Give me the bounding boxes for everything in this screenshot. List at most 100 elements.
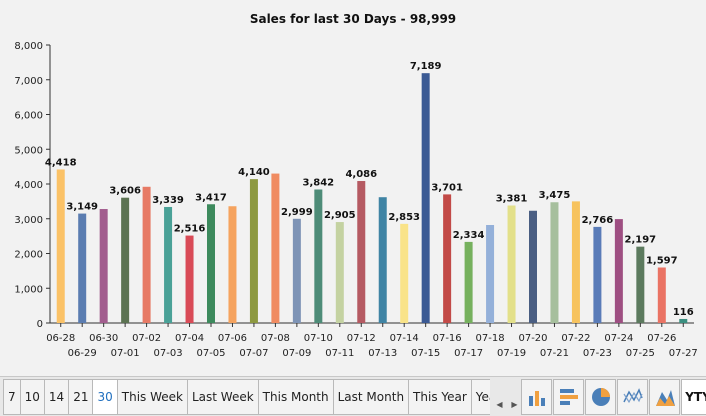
tab-21[interactable]: 21 [68,379,93,415]
bar-07-04 [185,235,194,323]
x-tick-label-07-25: 07-25 [626,348,655,359]
x-tick-label-07-20: 07-20 [518,333,547,344]
tab-last-week[interactable]: Last Week [186,379,258,415]
tab-yearly[interactable]: Yearly [470,379,490,415]
x-tick-label-06-28: 06-28 [46,333,75,344]
bar-07-13 [378,197,387,323]
x-tick-label-07-18: 07-18 [476,333,505,344]
y-tick-label: 0 [37,319,43,330]
pie-chart-icon [591,388,610,406]
ytd-button[interactable]: YTY [681,379,706,415]
tab-this-year[interactable]: This Year [408,379,471,415]
data-label-07-01: 3,606 [109,186,141,197]
bar-07-03 [164,206,173,323]
bar-07-10 [314,189,323,323]
data-label-07-17: 2,334 [453,230,485,241]
pie-chart-button[interactable] [585,379,616,415]
scroll-left-icon[interactable]: ◀ [496,400,503,409]
data-label-07-27: 116 [673,307,694,318]
x-tick-label-07-07: 07-07 [239,348,268,359]
data-label-07-11: 2,905 [324,210,356,221]
tab-10[interactable]: 10 [19,379,44,415]
y-tick-label: 6,000 [14,111,43,122]
tab-7[interactable]: 7 [3,379,20,415]
tab-scroll: ◀ ▶ [492,379,522,415]
y-tick-label: 3,000 [14,215,43,226]
bar-07-05 [207,204,215,323]
x-tick-label-07-14: 07-14 [390,333,419,344]
x-tick-label-07-26: 07-26 [647,333,676,344]
x-tick-label-07-06: 07-06 [218,333,247,344]
data-label-07-21: 3,475 [539,190,571,201]
x-tick-label-07-01: 07-01 [111,348,140,359]
bar-07-21 [550,202,559,323]
line-chart-button[interactable] [617,379,648,415]
bar-07-09 [292,218,301,323]
bar-07-07 [249,179,258,323]
x-tick-label-07-24: 07-24 [604,333,633,344]
x-tick-label-07-11: 07-11 [325,348,354,359]
bar-07-18 [486,225,495,323]
chart-title: Sales for last 30 Days - 98,999 [250,12,456,26]
data-label-06-28: 4,418 [45,157,77,168]
x-tick-label-07-12: 07-12 [347,333,376,344]
data-label-07-07: 4,140 [238,167,270,178]
x-tick-label-07-16: 07-16 [433,333,462,344]
data-label-07-19: 3,381 [496,194,528,205]
tab-30[interactable]: 30 [92,379,117,415]
tab-14[interactable]: 14 [43,379,69,415]
bar-07-17 [464,241,473,323]
x-tick-label-07-09: 07-09 [282,348,311,359]
y-tick-label: 2,000 [14,250,43,261]
x-tick-label-07-10: 07-10 [304,333,333,344]
area-chart-icon [655,390,675,406]
data-label-07-26: 1,597 [646,256,678,267]
area-chart-button[interactable] [649,379,680,415]
data-label-07-14: 2,853 [388,212,420,223]
bar-chart-button[interactable] [521,379,552,415]
data-label-07-15: 7,189 [410,61,442,72]
tab-this-week[interactable]: This Week [116,379,187,415]
x-tick-label-06-29: 06-29 [68,348,97,359]
x-tick-label-07-03: 07-03 [154,348,183,359]
bar-07-14 [400,223,409,323]
tab-this-month[interactable]: This Month [257,379,333,415]
bar-07-22 [571,201,580,323]
x-tick-label-07-02: 07-02 [132,333,161,344]
x-tick-label-07-22: 07-22 [561,333,590,344]
scroll-right-icon[interactable]: ▶ [511,400,518,409]
data-label-07-16: 3,701 [431,182,463,193]
tab-last-month[interactable]: Last Month [332,379,409,415]
period-tabbar: 7 10 14 21 30 This Week Last Week This Month Las… [0,376,706,416]
x-tick-label-07-17: 07-17 [454,348,483,359]
y-tick-label: 4,000 [14,180,43,191]
y-tick-label: 7,000 [14,76,43,87]
bar-07-19 [507,205,516,323]
y-tick-label: 8,000 [14,41,43,52]
x-tick-label-06-30: 06-30 [89,333,118,344]
hbar-chart-button[interactable] [553,379,584,415]
bar-06-29 [78,213,87,323]
y-tick-label: 1,000 [14,284,43,295]
x-tick-label-07-13: 07-13 [368,348,397,359]
bar-07-20 [529,210,537,323]
bar-07-08 [271,173,280,323]
chart-svg: Sales for last 30 Days - 98,999 0 1,000 2,0… [14,12,698,359]
y-tick-label: 5,000 [14,145,43,156]
period-tabs: 7 10 14 21 30 This Week Last Week This Month Las… [3,379,490,415]
bar-07-16 [443,194,452,323]
x-tick-label-07-21: 07-21 [540,348,569,359]
x-tick-label-07-27: 07-27 [669,348,698,359]
bar-07-26 [657,267,666,323]
chart-type-toolbar: YTY [520,379,706,415]
data-label-07-12: 4,086 [345,169,377,180]
data-label-06-29: 3,149 [66,202,98,213]
sales-chart: Sales for last 30 Days - 98,999 0 1,000 2,0… [14,12,698,359]
bar-07-27 [679,318,688,323]
data-label-07-05: 3,417 [195,192,227,203]
x-tick-label-07-19: 07-19 [497,348,526,359]
bar-07-12 [357,181,366,323]
data-label-07-23: 2,766 [582,215,614,226]
data-label-07-03: 3,339 [152,195,184,206]
data-label-07-10: 3,842 [303,177,335,188]
